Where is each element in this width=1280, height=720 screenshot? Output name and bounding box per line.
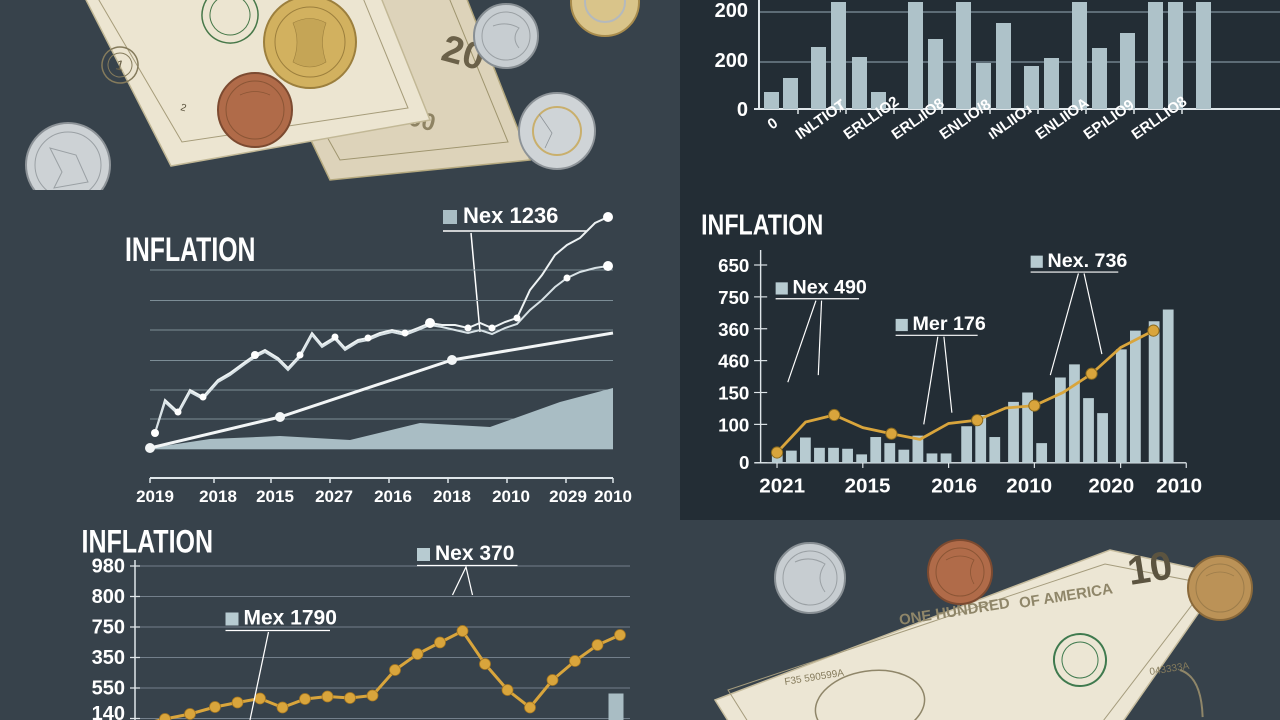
svg-text:150: 150 [718,383,749,404]
svg-text:2020: 2020 [1088,474,1134,497]
svg-text:INFLATION: INFLATION [701,208,823,241]
svg-text:2019: 2019 [136,487,174,506]
svg-text:2015: 2015 [845,474,891,497]
svg-text:2016: 2016 [374,487,412,506]
svg-text:2018: 2018 [199,487,237,506]
svg-text:0: 0 [737,99,748,121]
svg-text:460: 460 [718,351,749,372]
svg-text:Nex 370: Nex 370 [435,542,514,565]
svg-text:10: 10 [1125,543,1176,593]
svg-text:2010: 2010 [1156,474,1202,497]
svg-text:350: 350 [92,647,125,669]
svg-text:2010: 2010 [1006,474,1052,497]
svg-text:2018: 2018 [433,487,471,506]
svg-text:Nex 1236: Nex 1236 [463,203,558,228]
svg-text:550: 550 [92,678,125,700]
svg-text:Nex 490: Nex 490 [793,277,867,299]
svg-text:Mex 1790: Mex 1790 [244,607,337,630]
svg-text:750: 750 [718,287,749,308]
svg-text:750: 750 [92,617,125,639]
svg-text:800: 800 [92,586,125,608]
svg-text:200: 200 [715,50,748,72]
svg-text:INFLATION: INFLATION [82,524,214,560]
svg-text:140: 140 [92,703,125,720]
svg-text:Nex. 736: Nex. 736 [1048,250,1128,272]
svg-text:980: 980 [92,556,125,578]
svg-text:INFLATION: INFLATION [125,231,255,269]
svg-text:2027: 2027 [315,487,353,506]
svg-text:360: 360 [718,319,749,340]
svg-text:2016: 2016 [931,474,977,497]
svg-text:2010: 2010 [594,487,632,506]
svg-text:2029: 2029 [549,487,587,506]
svg-text:2021: 2021 [759,474,805,497]
svg-text:Mer 176: Mer 176 [913,313,986,335]
svg-text:2015: 2015 [256,487,294,506]
svg-text:2010: 2010 [492,487,530,506]
svg-text:0: 0 [739,452,749,473]
svg-text:650: 650 [718,255,749,276]
svg-text:100: 100 [718,414,749,435]
svg-text:200: 200 [715,0,748,22]
